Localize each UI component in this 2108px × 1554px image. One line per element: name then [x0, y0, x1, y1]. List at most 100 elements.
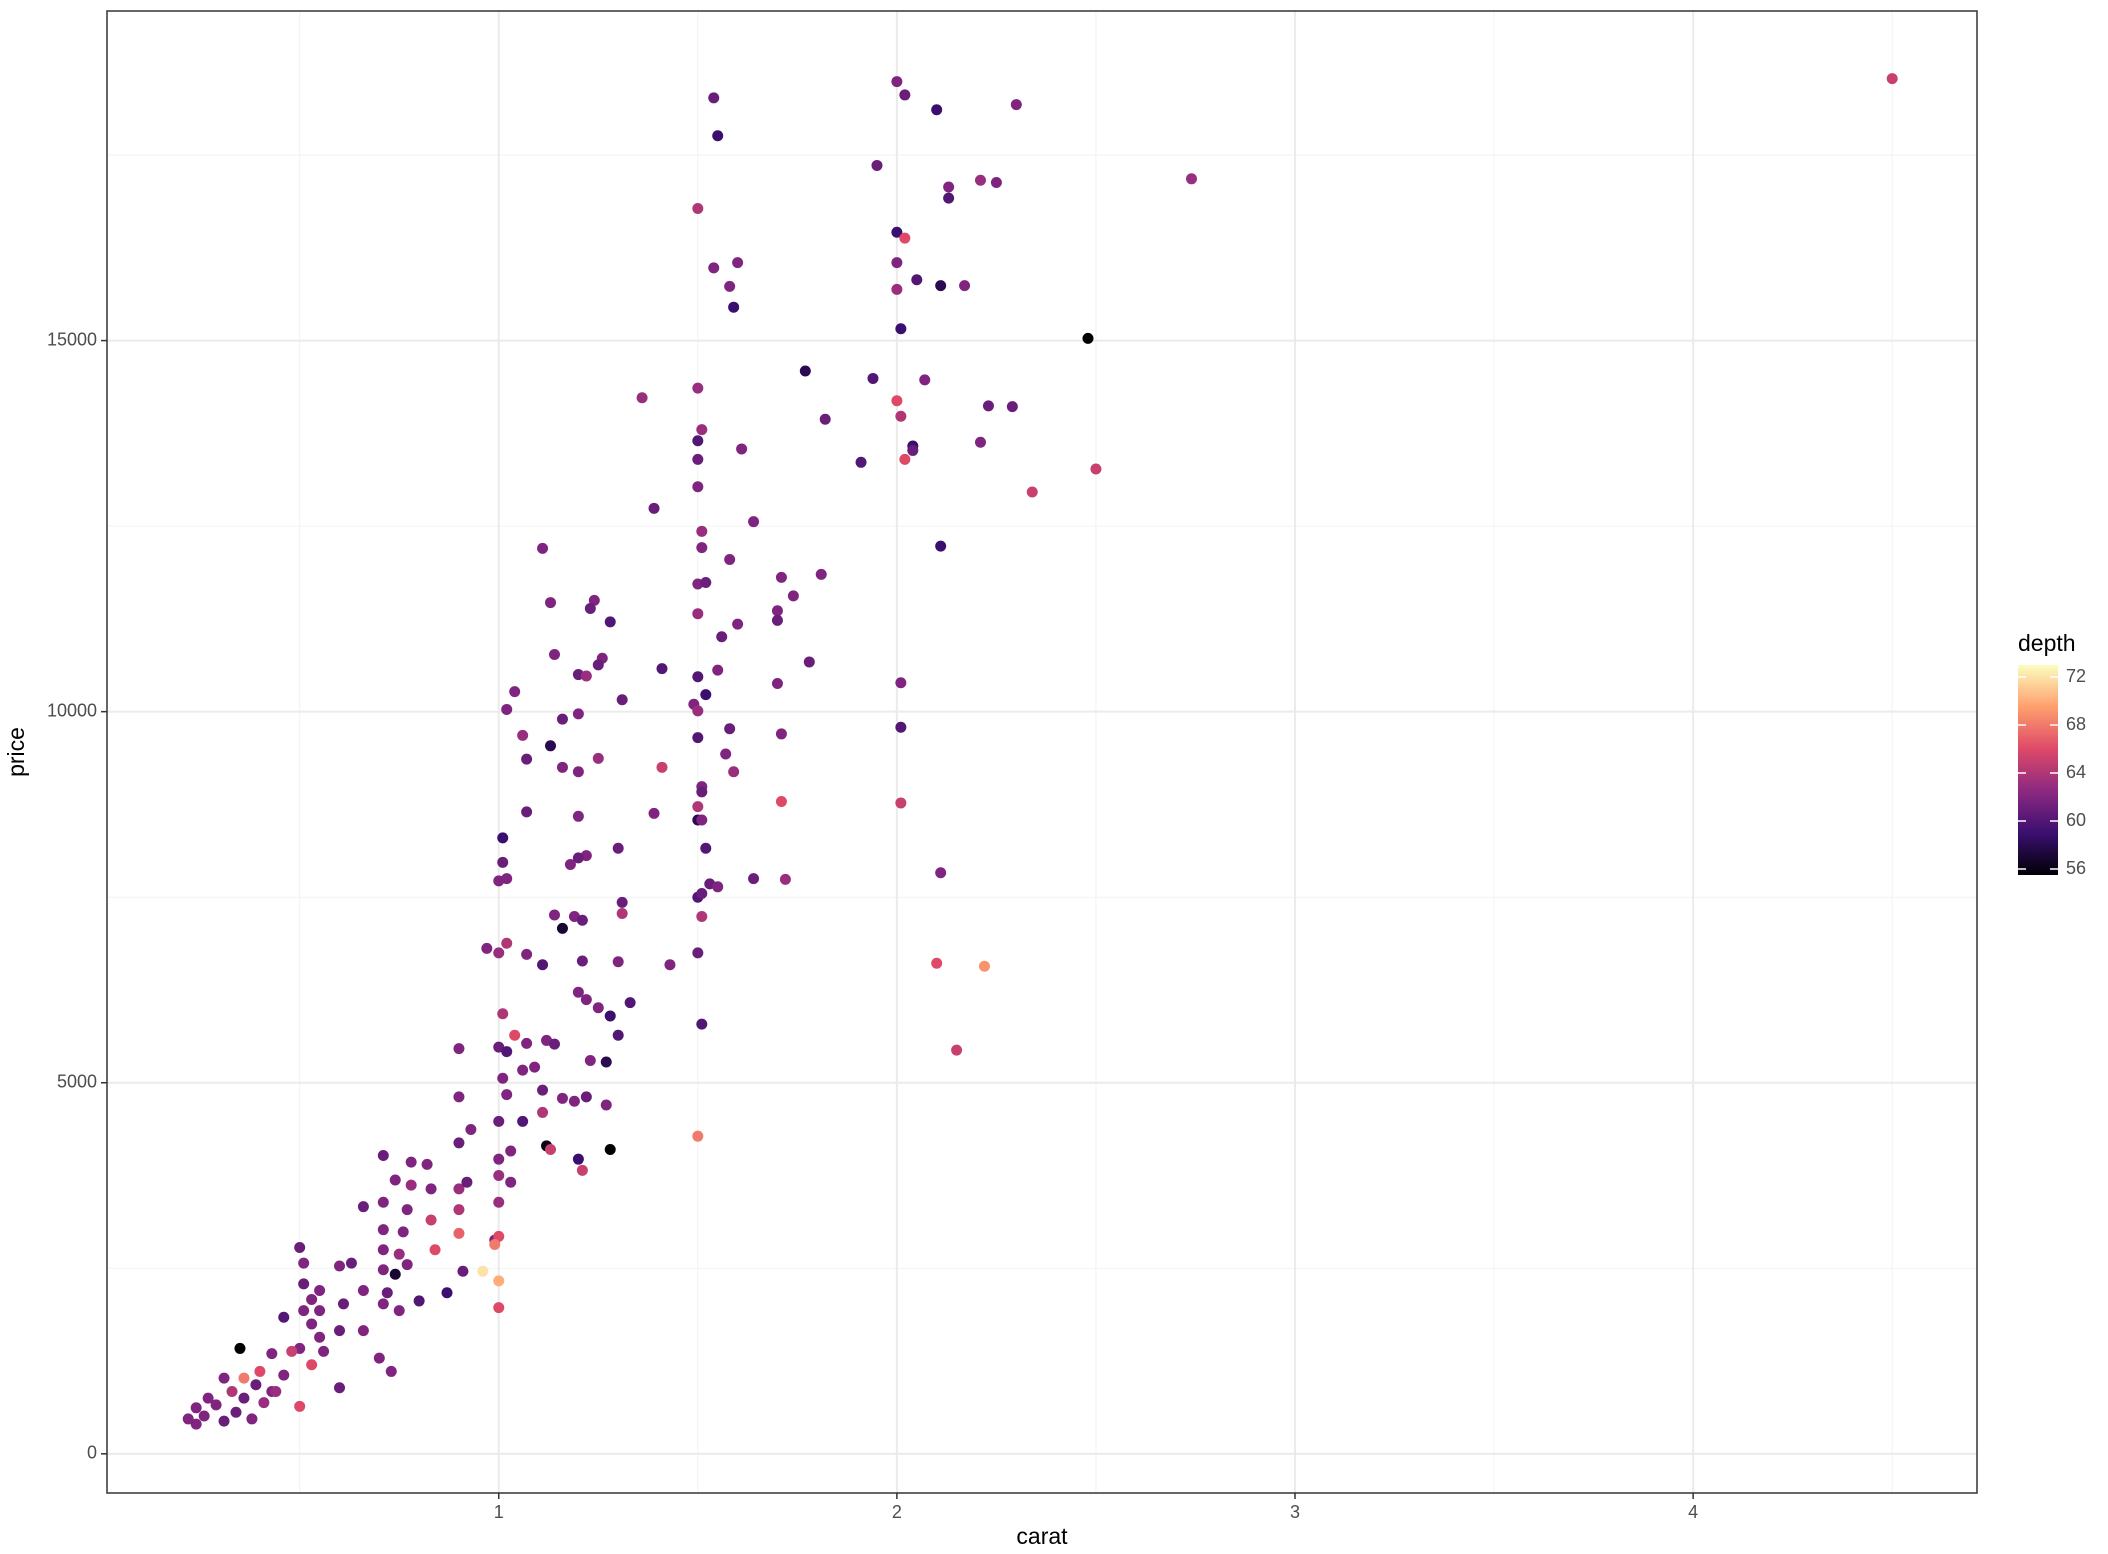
point: [501, 703, 513, 715]
point: [385, 1365, 397, 1377]
point: [218, 1415, 230, 1427]
colorbar-label: 64: [2066, 762, 2086, 782]
point: [286, 1345, 298, 1357]
x-axis-title: carat: [1016, 1523, 1068, 1549]
point: [1010, 99, 1022, 111]
point: [855, 456, 867, 468]
point: [616, 896, 628, 908]
point: [935, 280, 947, 292]
point: [696, 887, 708, 899]
point: [497, 832, 509, 844]
y-tick-label: 15000: [47, 329, 97, 349]
point: [493, 875, 505, 887]
point: [278, 1369, 290, 1381]
point: [899, 89, 911, 101]
point: [461, 1176, 473, 1188]
point: [943, 181, 955, 193]
point: [377, 1298, 389, 1310]
point: [612, 842, 624, 854]
point: [700, 689, 712, 701]
colorbar-label: 56: [2066, 858, 2086, 878]
point: [517, 729, 529, 741]
point: [895, 797, 907, 809]
point: [441, 1287, 453, 1299]
point: [234, 1342, 246, 1354]
point: [556, 922, 568, 934]
point: [377, 1196, 389, 1208]
point: [580, 994, 592, 1006]
point: [294, 1241, 306, 1253]
point: [537, 1084, 549, 1096]
point: [453, 1183, 465, 1195]
point: [931, 104, 943, 116]
point: [612, 1029, 624, 1041]
point: [258, 1397, 270, 1409]
point: [545, 740, 557, 752]
point: [692, 671, 704, 683]
point: [748, 873, 760, 885]
point: [692, 732, 704, 744]
point: [481, 942, 493, 954]
point: [1006, 401, 1018, 413]
point: [692, 705, 704, 717]
x-tick-label: 3: [1290, 1502, 1300, 1522]
point: [377, 1149, 389, 1161]
point: [1026, 486, 1038, 498]
point: [624, 997, 636, 1009]
point: [696, 424, 708, 436]
point: [497, 1008, 509, 1020]
point: [505, 1176, 517, 1188]
point: [771, 614, 783, 626]
colorbar-label: 60: [2066, 810, 2086, 830]
point: [572, 986, 584, 998]
point: [453, 1204, 465, 1216]
point: [692, 382, 704, 394]
point: [708, 262, 720, 274]
x-tick-label: 1: [494, 1502, 504, 1522]
point: [648, 807, 660, 819]
point: [712, 881, 724, 893]
point: [716, 631, 728, 643]
legend: 56 60 64 68 72: [2018, 665, 2086, 878]
point: [732, 257, 744, 269]
point: [588, 594, 600, 606]
point: [548, 1038, 560, 1050]
point: [895, 410, 907, 422]
point: [604, 1144, 616, 1156]
point: [696, 910, 708, 922]
point: [493, 1230, 505, 1242]
point: [497, 856, 509, 868]
point: [616, 908, 628, 920]
point: [377, 1244, 389, 1256]
point: [600, 1056, 612, 1068]
point: [612, 956, 624, 968]
point: [572, 766, 584, 778]
point: [696, 814, 708, 826]
point: [959, 280, 971, 292]
point: [250, 1379, 262, 1391]
point: [537, 542, 549, 554]
colorbar-label: 68: [2066, 714, 2086, 734]
point: [899, 232, 911, 244]
point: [775, 728, 787, 740]
point: [210, 1399, 222, 1411]
point: [493, 1170, 505, 1182]
point: [230, 1406, 242, 1418]
point: [453, 1137, 465, 1149]
point: [397, 1226, 409, 1238]
point: [306, 1318, 318, 1330]
point: [656, 663, 668, 675]
point: [493, 1153, 505, 1165]
point: [389, 1268, 401, 1280]
point: [298, 1257, 310, 1269]
point: [405, 1156, 417, 1168]
point: [421, 1158, 433, 1170]
point: [517, 1115, 529, 1127]
point: [401, 1204, 413, 1216]
point: [974, 174, 986, 186]
point: [724, 554, 736, 566]
point: [314, 1305, 326, 1317]
point: [238, 1392, 250, 1404]
point: [576, 1164, 588, 1176]
point: [572, 708, 584, 720]
